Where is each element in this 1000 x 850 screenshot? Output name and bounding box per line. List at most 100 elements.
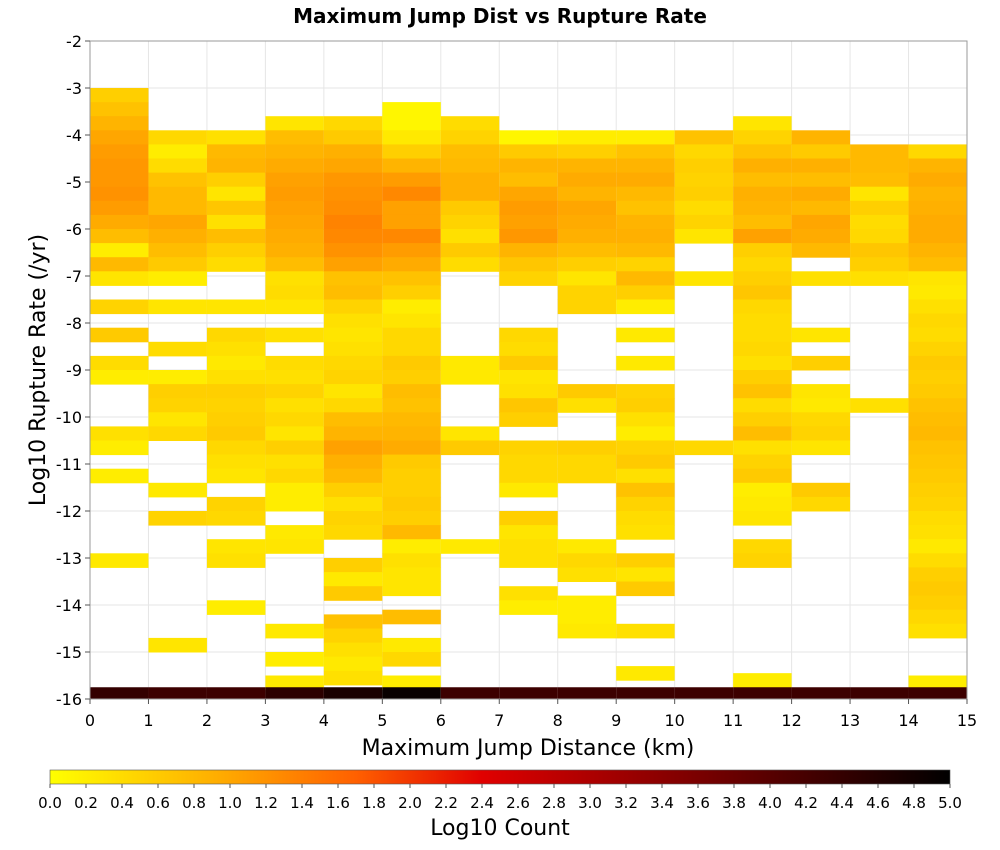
colorbar-tick-label: 0.2 — [74, 794, 98, 812]
heatmap-cell — [382, 468, 441, 484]
heatmap-cell — [382, 285, 441, 300]
heatmap-cell — [323, 243, 383, 258]
heatmap-cell — [440, 116, 500, 131]
heatmap-cell — [733, 172, 792, 188]
heatmap-cell — [499, 539, 558, 554]
heatmap-cell — [148, 482, 207, 498]
heatmap-cell — [850, 271, 909, 286]
heatmap-cell — [148, 186, 207, 202]
heatmap-cell — [323, 158, 383, 174]
heatmap-cell — [674, 172, 734, 188]
heatmap-cell — [206, 172, 266, 188]
heatmap-cell — [323, 412, 383, 427]
heatmap-cell — [148, 384, 207, 399]
heatmap-cell — [908, 158, 967, 174]
heatmap-cell — [323, 496, 383, 512]
colorbar-tick-label: 5.0 — [938, 794, 962, 812]
y-tick-label: -4 — [66, 126, 82, 145]
heatmap-cell — [850, 243, 909, 258]
heatmap-cell — [908, 243, 967, 258]
heatmap-cell — [908, 623, 967, 639]
heatmap-cells — [90, 88, 967, 700]
heatmap-cell — [323, 257, 383, 272]
heatmap-cell — [733, 355, 792, 371]
heatmap-cell — [557, 398, 617, 413]
heatmap-cell — [265, 496, 324, 512]
heatmap-cell — [440, 130, 500, 145]
colorbar-tick-label: 4.0 — [758, 794, 782, 812]
heatmap-cell — [90, 327, 149, 343]
heatmap-cell — [440, 229, 500, 244]
heatmap-cell — [382, 496, 441, 512]
heatmap-cell — [557, 687, 617, 700]
heatmap-cell — [733, 440, 792, 456]
heatmap-cell — [908, 257, 967, 272]
heatmap-cell — [791, 496, 851, 512]
heatmap-cell — [674, 200, 734, 216]
heatmap-cell — [323, 642, 383, 658]
heatmap-cell — [265, 327, 324, 343]
heatmap-cell — [440, 426, 500, 441]
heatmap-cell — [557, 144, 617, 159]
heatmap-cell — [440, 440, 500, 456]
heatmap-cell — [382, 116, 441, 131]
heatmap-cell — [733, 370, 792, 385]
heatmap-cell — [206, 370, 266, 385]
heatmap-cell — [733, 257, 792, 272]
heatmap-cell — [206, 257, 266, 272]
heatmap-cell — [382, 370, 441, 385]
heatmap-cell — [616, 158, 675, 174]
heatmap-cell — [733, 243, 792, 258]
heatmap-cell — [265, 243, 324, 258]
heatmap-cell — [382, 130, 441, 145]
heatmap-cell — [265, 412, 324, 427]
heatmap-cell — [557, 130, 617, 145]
heatmap-cell — [908, 609, 967, 625]
heatmap-cell — [499, 482, 558, 498]
heatmap-cell — [382, 553, 441, 568]
heatmap-cell — [616, 553, 675, 568]
heatmap-cell — [440, 257, 500, 272]
heatmap-cell — [733, 398, 792, 413]
heatmap-cell — [148, 299, 207, 315]
x-tick-label: 9 — [611, 711, 621, 730]
colorbar-tick-label: 0.6 — [146, 794, 170, 812]
colorbar-tick-label: 4.6 — [866, 794, 890, 812]
x-tick-label: 13 — [840, 711, 860, 730]
heatmap-cell — [148, 200, 207, 216]
heatmap-cell — [323, 511, 383, 526]
heatmap-cell — [265, 271, 324, 286]
heatmap-cell — [733, 384, 792, 399]
heatmap-cell — [674, 158, 734, 174]
y-axis-ticks: -2 -3 -4 -5 -6 -7 -8 -9 -10 -11 -12 -13 -14 -15 -16 — [56, 32, 90, 709]
heatmap-cell — [148, 426, 207, 441]
heatmap-cell — [733, 214, 792, 230]
heatmap-cell — [206, 454, 266, 470]
heatmap-cell — [733, 673, 792, 688]
heatmap-cell — [733, 271, 792, 286]
y-tick-label: -3 — [66, 79, 82, 98]
x-tick-label: 5 — [377, 711, 387, 730]
heatmap-cell — [733, 158, 792, 174]
heatmap-cell — [616, 327, 675, 343]
heatmap-cell — [382, 144, 441, 159]
colorbar-tick-label: 3.6 — [686, 794, 710, 812]
heatmap-cell — [908, 553, 967, 568]
x-tick-label: 14 — [898, 711, 918, 730]
heatmap-cell — [499, 412, 558, 427]
heatmap-cell — [206, 398, 266, 413]
heatmap-cell — [557, 384, 617, 399]
heatmap-cell — [440, 172, 500, 188]
heatmap-cell — [90, 299, 149, 315]
x-tick-label: 6 — [436, 711, 446, 730]
heatmap-cell — [90, 214, 149, 230]
heatmap-cell — [206, 468, 266, 484]
heatmap-cell — [908, 496, 967, 512]
heatmap-cell — [323, 656, 383, 672]
heatmap-cell — [733, 116, 792, 131]
heatmap-cell — [148, 257, 207, 272]
heatmap-cell — [908, 327, 967, 343]
heatmap-cell — [382, 637, 441, 653]
heatmap-cell — [557, 214, 617, 230]
heatmap-cell — [323, 614, 383, 629]
